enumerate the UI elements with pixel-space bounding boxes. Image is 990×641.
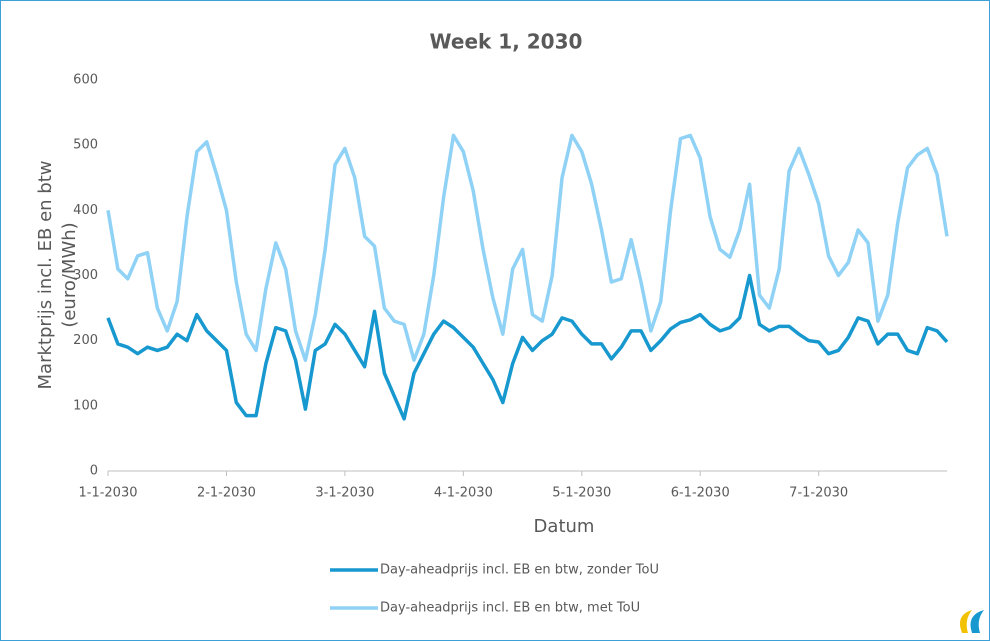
x-tick-label: 7-1-2030 xyxy=(789,486,848,501)
y-tick-label: 300 xyxy=(73,268,98,283)
chart-title: Week 1, 2030 xyxy=(430,30,583,54)
x-tick-label: 4-1-2030 xyxy=(434,486,493,501)
x-tick-label: 5-1-2030 xyxy=(552,486,611,501)
logo xyxy=(959,610,984,633)
y-axis-label: (euro/MWh) xyxy=(59,222,80,327)
y-tick-label: 200 xyxy=(73,333,98,348)
y-tick-label: 600 xyxy=(73,73,98,88)
x-tick-label: 6-1-2030 xyxy=(671,486,730,501)
x-tick-label: 1-1-2030 xyxy=(78,486,137,501)
y-tick-label: 100 xyxy=(73,398,98,413)
y-tick-label: 0 xyxy=(90,464,98,479)
x-tick-label: 3-1-2030 xyxy=(315,486,374,501)
y-axis-label: Marktprijs incl. EB en btw xyxy=(35,161,56,390)
series-line xyxy=(106,273,949,421)
legend-label: Day-aheadprijs incl. EB en btw, zonder T… xyxy=(380,563,659,578)
x-axis-label: Datum xyxy=(534,516,595,537)
y-tick-label: 500 xyxy=(73,138,98,153)
y-tick-label: 400 xyxy=(73,203,98,218)
x-tick-label: 2-1-2030 xyxy=(197,486,256,501)
legend-label: Day-aheadprijs incl. EB en btw, met ToU xyxy=(380,601,640,616)
series-line xyxy=(106,133,949,362)
